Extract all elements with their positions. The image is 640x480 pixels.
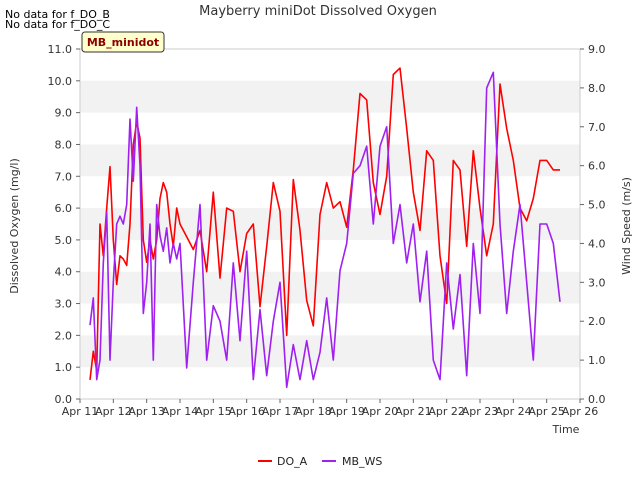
y-left-tick-label: 6.0 xyxy=(55,202,73,215)
y-right-tick-label: 3.0 xyxy=(588,276,606,289)
plot-frame xyxy=(79,48,581,400)
x-tick-label: Apr 20 xyxy=(362,405,399,418)
y-right-tick-label: 1.0 xyxy=(588,354,606,367)
y-left-tick-label: 0.0 xyxy=(55,393,73,406)
chart-title: Mayberry miniDot Dissolved Oxygen xyxy=(199,4,437,19)
x-tick-label: Apr 26 xyxy=(562,405,599,418)
y-left-tick-label: 9.0 xyxy=(55,107,73,120)
x-tick-label: Apr 19 xyxy=(328,405,365,418)
axes-layer: 0.0 1.0 2.0 3.0 4.0 5.0 6.0 7.0 8.0 9.0 10.0 11.0 0.… xyxy=(48,43,606,418)
legend-label-do-a: DO_A xyxy=(277,455,308,468)
y-axis-right-label: Wind Speed (m/s) xyxy=(620,177,633,275)
y-left-tick-label: 4.0 xyxy=(55,266,73,279)
y-left-tick-label: 5.0 xyxy=(55,234,73,247)
y-right-tick-label: 5.0 xyxy=(588,199,606,212)
site-badge: MB_minidot xyxy=(81,31,165,53)
grid-bands xyxy=(80,80,580,368)
grid-band xyxy=(80,208,580,240)
y-axis-left-label: Dissolved Oxygen (mg/l) xyxy=(8,158,21,293)
grid-band xyxy=(80,144,580,177)
no-data-note-do-c: No data for f_DO_C xyxy=(5,18,111,31)
y-right-tick-label: 2.0 xyxy=(588,315,606,328)
y-right-tick-label: 7.0 xyxy=(588,121,606,134)
y-left-tick-label: 3.0 xyxy=(55,298,73,311)
x-tick-label: Apr 15 xyxy=(195,405,232,418)
y-right-tick-label: 8.0 xyxy=(588,82,606,95)
x-axis-label: Time xyxy=(552,423,580,436)
x-tick-label: Apr 23 xyxy=(462,405,499,418)
x-tick-label: Apr 13 xyxy=(128,405,165,418)
y-left-tick-label: 2.0 xyxy=(55,329,73,342)
y-left-tick-label: 11.0 xyxy=(48,43,73,56)
x-tick-label: Apr 11 xyxy=(62,405,99,418)
x-tick-label: Apr 22 xyxy=(428,405,465,418)
x-tick-label: Apr 25 xyxy=(528,405,565,418)
y-left-tick-label: 8.0 xyxy=(55,138,73,151)
y-left-tick-label: 7.0 xyxy=(55,170,73,183)
x-tick-label: Apr 24 xyxy=(495,405,532,418)
y-right-tick-label: 9.0 xyxy=(588,43,606,56)
x-tick-label: Apr 17 xyxy=(262,405,299,418)
site-badge-label: MB_minidot xyxy=(87,36,159,49)
x-tick-label: Apr 16 xyxy=(228,405,265,418)
y-right-tick-label: 6.0 xyxy=(588,160,606,173)
x-tick-label: Apr 12 xyxy=(95,405,132,418)
x-tick-label: Apr 18 xyxy=(295,405,332,418)
grid-band xyxy=(80,80,580,113)
legend: DO_A MB_WS xyxy=(258,455,382,468)
no-data-note-do-b: No data for f_DO_B xyxy=(5,8,110,21)
x-tick-label: Apr 21 xyxy=(395,405,432,418)
y-right-tick-label: 4.0 xyxy=(588,237,606,250)
x-tick-label: Apr 14 xyxy=(162,405,199,418)
legend-label-mb-ws: MB_WS xyxy=(342,455,382,468)
series-line-mb-ws xyxy=(89,71,561,389)
y-right-tick-label: 0.0 xyxy=(588,393,606,406)
y-left-tick-label: 1.0 xyxy=(55,361,73,374)
series-layer xyxy=(89,67,561,389)
grid-band xyxy=(80,335,580,368)
y-left-tick-label: 10.0 xyxy=(48,75,73,88)
grid-band xyxy=(80,271,580,304)
